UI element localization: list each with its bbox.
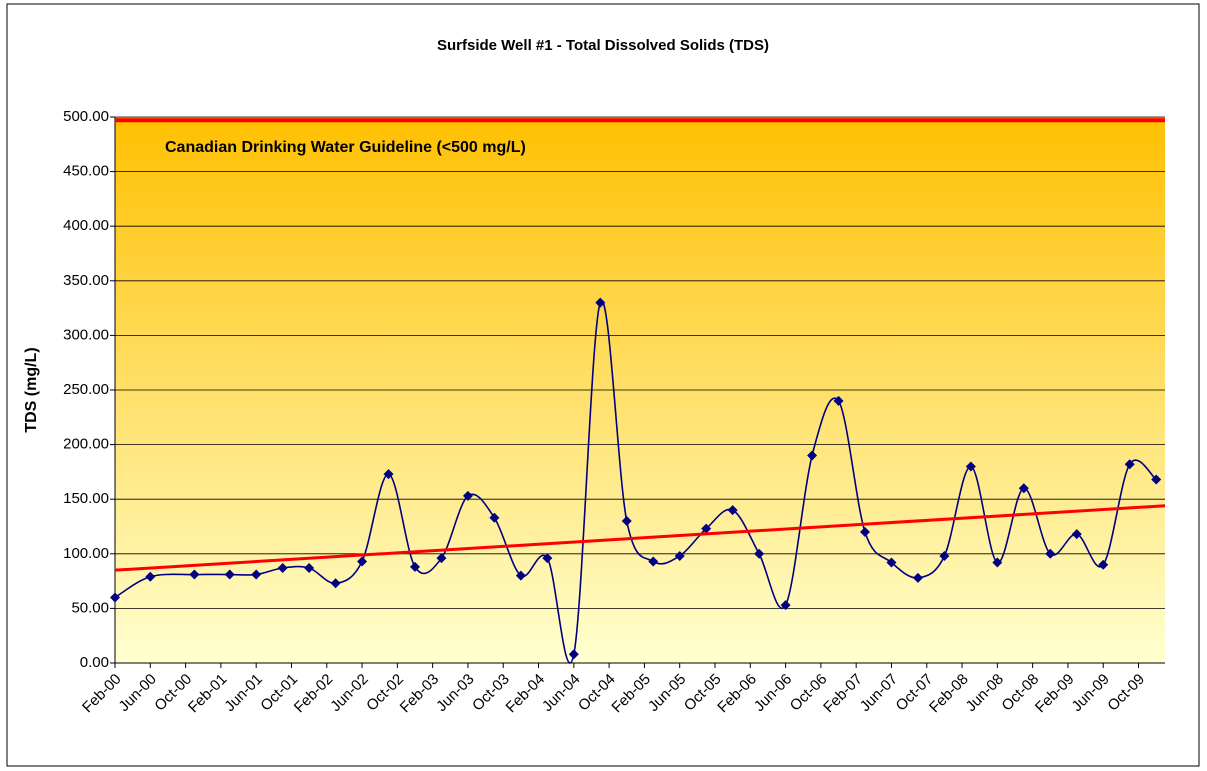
y-tick-label: 450.00 (63, 163, 109, 180)
data-point (304, 562, 315, 573)
y-tick-label: 50.00 (71, 599, 109, 616)
data-point (357, 556, 368, 567)
data-point (110, 592, 120, 603)
data-point (1018, 483, 1029, 494)
y-tick-label: 500.00 (63, 108, 109, 125)
data-point (410, 561, 420, 572)
data-point (701, 523, 712, 534)
y-tick-label: 100.00 (63, 545, 109, 562)
data-point (189, 569, 200, 580)
data-point (833, 395, 844, 406)
y-tick-label: 300.00 (63, 326, 109, 343)
data-point (1151, 474, 1162, 485)
data-point (251, 569, 262, 580)
data-point (648, 556, 659, 567)
data-point (595, 297, 606, 308)
data-point (1045, 548, 1056, 559)
y-tick-label: 200.00 (63, 436, 109, 453)
data-point (330, 578, 341, 589)
data-point (489, 512, 500, 523)
data-point (1098, 559, 1109, 570)
data-point (674, 550, 685, 561)
data-point (462, 490, 473, 501)
data-point (383, 469, 394, 480)
y-tick-label: 350.00 (63, 272, 109, 289)
data-point (568, 649, 579, 660)
data-point (1071, 529, 1082, 540)
y-tick-label: 400.00 (63, 217, 109, 234)
data-point (965, 461, 976, 472)
data-point (754, 548, 765, 559)
data-point (780, 600, 791, 611)
guideline-label: Canadian Drinking Water Guideline (<500 … (165, 139, 526, 156)
data-point (860, 526, 870, 537)
y-axis-label: TDS (mg/L) (23, 347, 40, 432)
data-point (542, 553, 553, 564)
data-point (727, 505, 738, 516)
data-point (939, 550, 950, 561)
series-line (114, 300, 1157, 664)
data-point (436, 553, 447, 564)
y-tick-label: 150.00 (63, 490, 109, 507)
data-point (145, 571, 156, 582)
data-point (1124, 459, 1135, 470)
data-point (992, 557, 1003, 568)
y-tick-label: 250.00 (63, 381, 109, 398)
data-point (515, 570, 526, 581)
data-point (621, 516, 632, 527)
data-point (277, 562, 288, 573)
chart-title: Surfside Well #1 - Total Dissolved Solid… (437, 37, 769, 54)
y-tick-label: 0.00 (80, 654, 109, 671)
data-point (224, 569, 235, 580)
data-point (886, 557, 897, 568)
trendline (114, 504, 1166, 572)
data-point (807, 450, 818, 461)
data-point (912, 572, 923, 583)
